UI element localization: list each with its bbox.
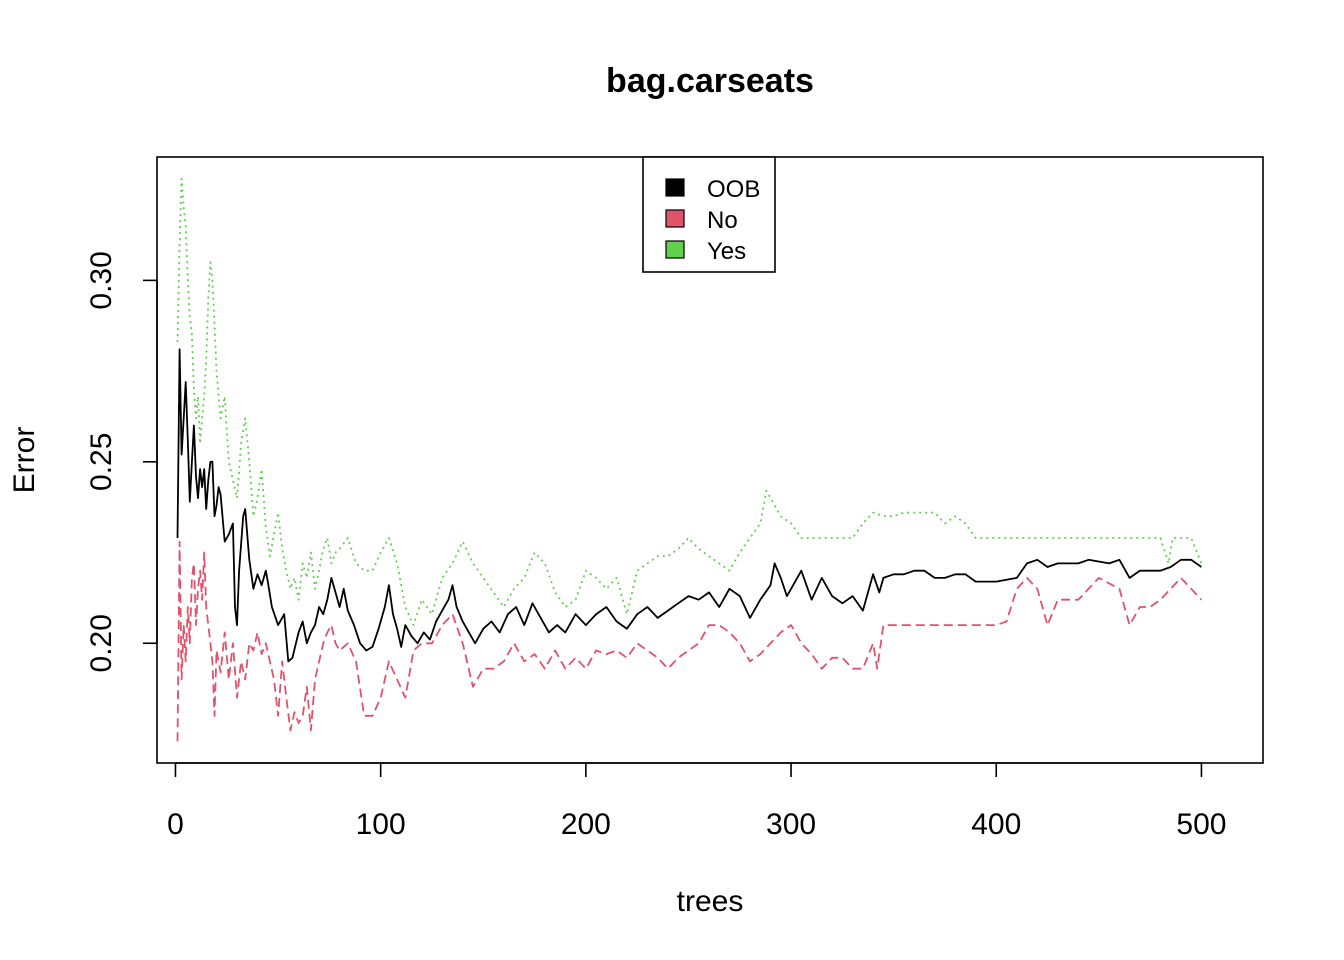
chart-title: bag.carseats [606, 62, 814, 100]
legend-label-yes: Yes [707, 238, 746, 265]
x-tick-label: 100 [356, 808, 406, 841]
x-tick-label: 400 [971, 808, 1021, 841]
y-axis-title: Error [8, 427, 41, 494]
series-line-yes [176, 177, 1203, 626]
y-tick-label: 0.30 [85, 251, 118, 309]
legend-label-no: No [707, 207, 738, 234]
x-tick-label: 300 [766, 808, 816, 841]
y-tick-label: 0.25 [85, 433, 118, 491]
x-tick-label: 0 [167, 808, 184, 841]
x-axis-title: trees [677, 885, 744, 918]
legend: OOB No Yes [642, 156, 776, 273]
x-tick-label: 500 [1176, 808, 1226, 841]
x-axis: 0 100 200 300 400 500 [167, 762, 1226, 841]
series-layer [176, 177, 1203, 742]
series-line-oob [176, 348, 1202, 663]
legend-box [642, 156, 776, 273]
y-tick-label: 0.20 [85, 614, 118, 672]
x-tick-label: 200 [561, 808, 611, 841]
legend-swatch-no [665, 209, 685, 228]
series-line-no [176, 540, 1203, 742]
y-axis: 0.20 0.25 0.30 [85, 251, 158, 672]
legend-swatch-yes [665, 240, 685, 259]
legend-swatch-oob [665, 178, 685, 197]
legend-label-oob: OOB [707, 176, 760, 203]
